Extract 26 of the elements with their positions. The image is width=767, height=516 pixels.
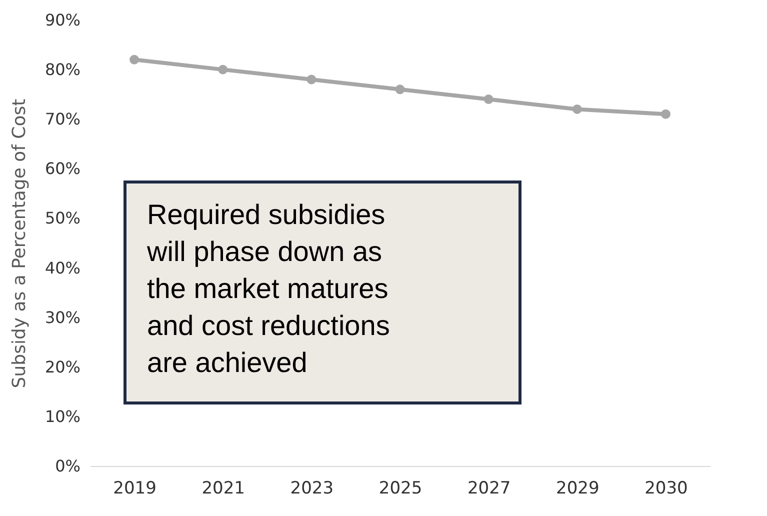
annotation: Required subsidies will phase down as the market matures and cost reductions are achieved	[146, 199, 390, 378]
x-tick-label: 2029	[556, 478, 600, 498]
y-tick-label: 20%	[44, 357, 80, 376]
x-tick-label: 2023	[290, 478, 334, 498]
x-tick-label: 2021	[202, 478, 245, 498]
y-tick-label: 0%	[55, 456, 80, 476]
y-tick-label: 50%	[44, 208, 80, 228]
x-tick-label: 2030	[644, 478, 688, 498]
point	[306, 74, 316, 84]
point	[395, 84, 405, 94]
y-axis-title: Subsidy as a Percentage of Cost	[8, 98, 30, 388]
y-tick-label: 60%	[44, 159, 80, 178]
y-tick-label: 90%	[44, 10, 80, 30]
x-tick-label: 2027	[467, 478, 511, 498]
y-tick-label: 70%	[44, 110, 80, 129]
point	[484, 94, 494, 104]
y-tick-label: 10%	[44, 406, 80, 426]
x-tick-label: 2019	[113, 478, 156, 498]
point	[660, 109, 670, 119]
y-tick-label: 30%	[44, 308, 80, 327]
point	[572, 104, 582, 114]
point	[218, 64, 228, 74]
y-tick-label: 80%	[44, 60, 80, 80]
point	[130, 54, 140, 64]
x-tick-label: 2025	[378, 478, 422, 498]
y-tick-label: 40%	[44, 258, 80, 278]
